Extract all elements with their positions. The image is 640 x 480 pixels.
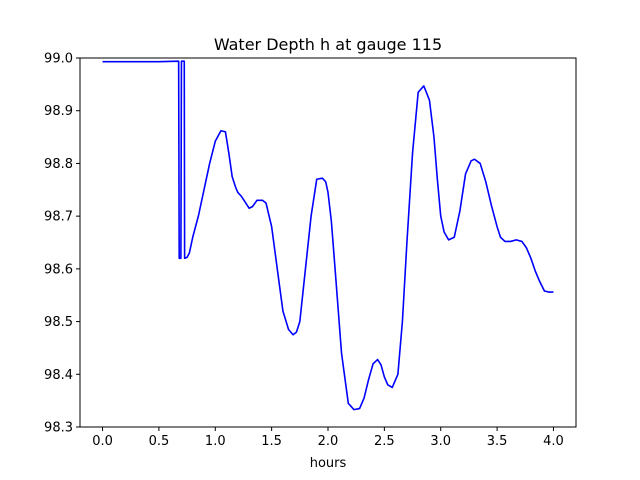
x-tick-label: 0.0 (92, 434, 113, 449)
y-tick-label: 98.6 (44, 262, 73, 277)
x-tick-label: 1.0 (205, 434, 226, 449)
y-tick-label: 98.4 (44, 368, 73, 383)
x-tick-label: 2.0 (318, 434, 339, 449)
x-tick-label: 4.0 (543, 434, 564, 449)
x-tick-label: 1.5 (261, 434, 282, 449)
y-tick-label: 99.0 (44, 52, 73, 67)
x-tick-label: 2.5 (374, 434, 395, 449)
y-axis: 98.3 98.4 98.5 98.6 98.7 98.8 98.9 99.0 (44, 52, 80, 436)
y-tick-label: 98.9 (44, 104, 73, 119)
plot-area (102, 60, 554, 411)
x-axis: 0.0 0.5 1.0 1.5 2.0 2.5 3.0 3.5 4.0 (92, 427, 564, 449)
x-tick-label: 3.5 (487, 434, 508, 449)
y-tick-label: 98.5 (44, 315, 73, 330)
y-tick-label: 98.8 (44, 157, 73, 172)
x-tick-label: 0.5 (149, 434, 170, 449)
x-axis-label: hours (310, 456, 347, 471)
y-tick-label: 98.3 (44, 421, 73, 436)
y-tick-label: 98.7 (44, 210, 73, 225)
x-tick-label: 3.0 (430, 434, 451, 449)
series-line (102, 60, 554, 411)
chart-title: Water Depth h at gauge 115 (214, 35, 442, 54)
